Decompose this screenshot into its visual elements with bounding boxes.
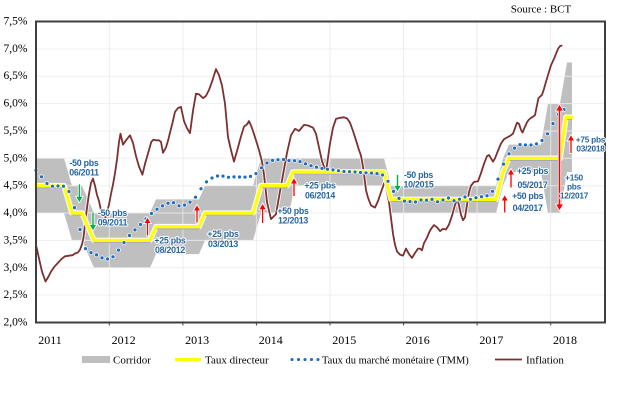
svg-text:2018: 2018 — [553, 333, 577, 347]
svg-text:03/2013: 03/2013 — [208, 239, 238, 249]
svg-text:2014: 2014 — [259, 333, 283, 347]
svg-text:pbs: pbs — [567, 182, 582, 192]
svg-text:Taux du marché monétaire (TMM): Taux du marché monétaire (TMM) — [322, 356, 469, 367]
svg-text:-50 pbs: -50 pbs — [98, 208, 127, 218]
svg-text:03/2018: 03/2018 — [576, 144, 605, 154]
svg-text:+25 pbs: +25 pbs — [517, 166, 549, 176]
svg-text:6,5%: 6,5% — [4, 70, 28, 82]
svg-text:4,5%: 4,5% — [4, 180, 28, 192]
svg-text:2,0%: 2,0% — [4, 317, 28, 329]
svg-text:12/2013: 12/2013 — [278, 215, 308, 225]
svg-text:2012: 2012 — [112, 333, 136, 347]
svg-text:10/2015: 10/2015 — [403, 180, 433, 190]
svg-text:2017: 2017 — [479, 333, 503, 347]
svg-text:6,0%: 6,0% — [4, 98, 28, 110]
svg-text:2013: 2013 — [185, 333, 209, 347]
svg-text:+25 pbs: +25 pbs — [207, 229, 239, 239]
svg-text:4,0%: 4,0% — [4, 207, 28, 219]
svg-text:-50 pbs: -50 pbs — [69, 158, 98, 168]
svg-text:+25 pbs: +25 pbs — [154, 236, 186, 246]
svg-text:+75 pbs: +75 pbs — [576, 135, 606, 145]
svg-text:3,5%: 3,5% — [4, 234, 28, 246]
svg-text:Taux directeur: Taux directeur — [205, 355, 269, 367]
svg-text:+25 pbs: +25 pbs — [304, 181, 336, 191]
svg-text:+50 pbs: +50 pbs — [512, 191, 544, 201]
svg-text:2,5%: 2,5% — [4, 289, 28, 301]
svg-text:2011: 2011 — [38, 333, 62, 347]
svg-text:+50 pbs: +50 pbs — [277, 206, 309, 216]
svg-text:Corridor: Corridor — [113, 355, 151, 367]
svg-text:05/2017: 05/2017 — [517, 180, 547, 190]
svg-text:04/2017: 04/2017 — [513, 203, 543, 213]
svg-text:09/2011: 09/2011 — [98, 218, 128, 228]
svg-text:-50 pbs: -50 pbs — [404, 170, 433, 180]
svg-text:+150: +150 — [565, 173, 583, 183]
svg-text:12/2017: 12/2017 — [560, 191, 589, 201]
svg-text:7,0%: 7,0% — [4, 43, 28, 55]
svg-text:5,5%: 5,5% — [4, 125, 28, 137]
svg-text:7,5%: 7,5% — [4, 16, 28, 28]
svg-text:Source : BCT: Source : BCT — [511, 4, 572, 16]
svg-text:06/2014: 06/2014 — [305, 190, 335, 200]
svg-text:2016: 2016 — [406, 333, 430, 347]
svg-text:Inflation: Inflation — [526, 355, 564, 367]
svg-text:06/2011: 06/2011 — [69, 168, 99, 178]
svg-text:2015: 2015 — [332, 333, 356, 347]
svg-text:08/2012: 08/2012 — [155, 245, 185, 255]
svg-text:3,0%: 3,0% — [4, 262, 28, 274]
svg-text:5,0%: 5,0% — [4, 152, 28, 164]
